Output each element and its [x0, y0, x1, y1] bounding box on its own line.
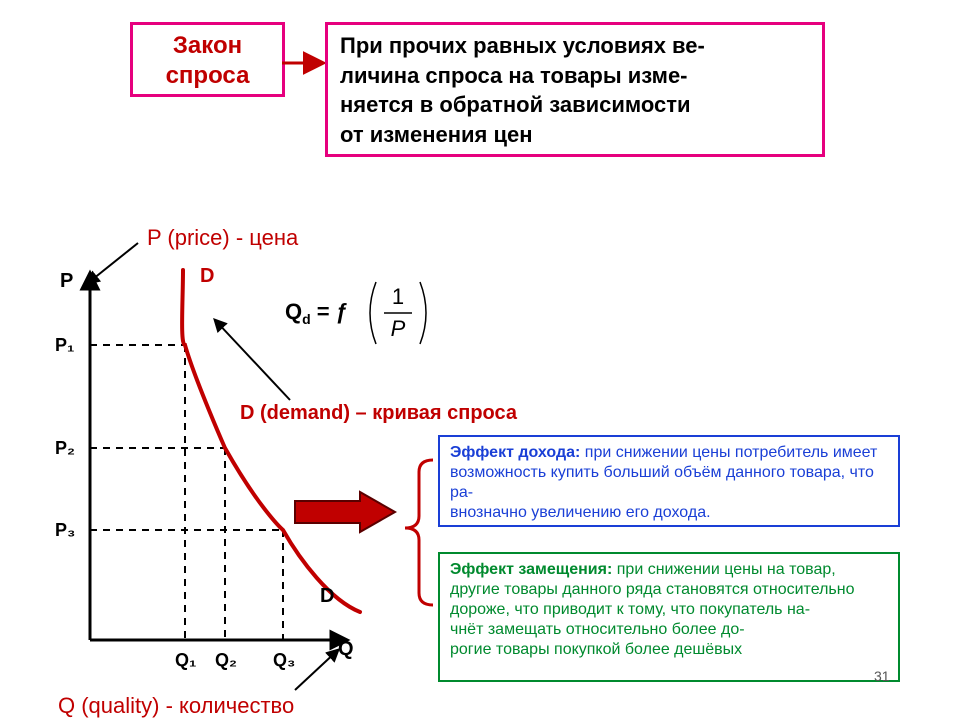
svg-text:P₃: P₃ [55, 520, 75, 540]
d-bottom-text: D [320, 585, 334, 607]
diagram-root: Законспроса При прочих равных условиях в… [0, 0, 960, 720]
axis-p-text: P [60, 270, 73, 292]
svg-text:Q₁: Q₁ [175, 650, 196, 670]
income-effect-title: Эффект дохода: [450, 444, 585, 461]
substitution-effect-box: Эффект замещения: при снижении цены на т… [438, 552, 900, 682]
income-effect-box: Эффект дохода: при снижении цены потреби… [438, 435, 900, 527]
page-number: 31 [874, 668, 890, 684]
axis-p-label: P [60, 270, 73, 293]
substitution-effect-title: Эффект замещения: [450, 561, 617, 578]
page-number-text: 31 [874, 668, 890, 684]
svg-text:P₂: P₂ [55, 438, 75, 458]
d-bottom-label: D [320, 585, 334, 608]
svg-text:Q₂: Q₂ [215, 650, 237, 670]
svg-text:P₁: P₁ [55, 335, 74, 355]
q-quality-text: Q (quality) - количество [58, 693, 294, 718]
q-quality-arrow [290, 640, 370, 700]
q-quality-label: Q (quality) - количество [58, 693, 294, 719]
